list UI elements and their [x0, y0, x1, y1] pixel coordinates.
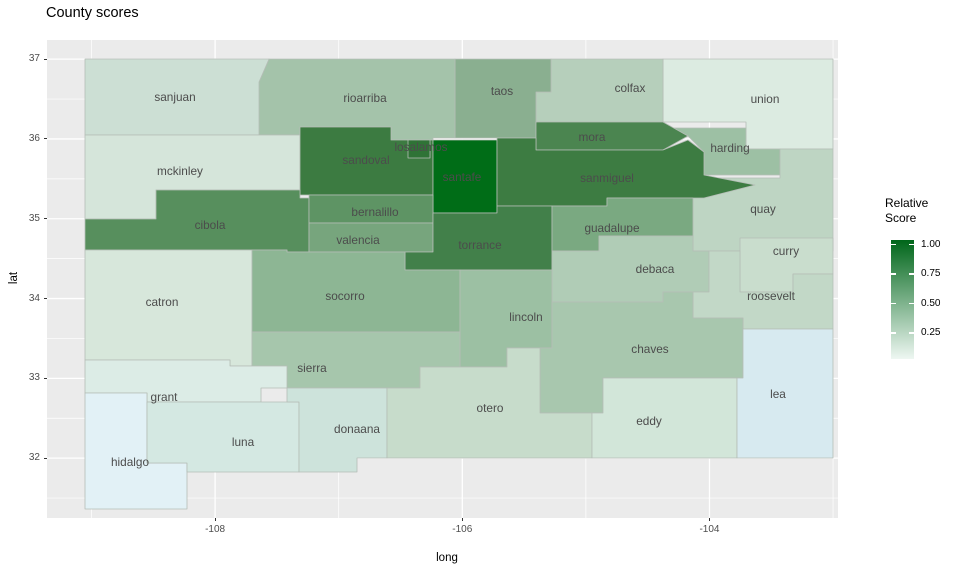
county-label-bernalillo: bernalillo: [351, 205, 399, 219]
y-tick-mark: [44, 218, 47, 220]
county-label-roosevelt: roosevelt: [747, 289, 796, 303]
y-tick-label: 35: [28, 212, 40, 224]
county-label-lincoln: lincoln: [509, 310, 542, 324]
county-label-mckinley: mckinley: [157, 164, 203, 178]
y-tick-mark: [44, 58, 47, 60]
county-label-santafe: santafe: [443, 170, 482, 184]
county-label-lea: lea: [770, 387, 786, 401]
y-tick-label: 34: [28, 292, 40, 304]
county-label-quay: quay: [750, 202, 776, 216]
county-label-cibola: cibola: [195, 218, 226, 232]
x-axis-title: long: [436, 552, 458, 564]
legend-title: Relative Score: [885, 196, 929, 225]
county-label-hidalgo: hidalgo: [111, 455, 149, 469]
county-label-harding: harding: [710, 141, 749, 155]
x-tick-label: -106: [452, 524, 473, 535]
county-label-sanmiguel: sanmiguel: [580, 171, 634, 185]
legend-tick-mark: [909, 332, 914, 334]
y-tick-mark: [44, 298, 47, 300]
county-label-mora: mora: [579, 130, 606, 144]
county-sanjuan: [84, 58, 270, 136]
legend-label: 1.00: [921, 238, 941, 250]
choropleth-map: union colfax taos rioarriba sanjuan mckinley h…: [47, 40, 838, 518]
x-tick-label: -108: [205, 524, 226, 535]
county-label-taos: taos: [491, 84, 513, 98]
county-label-colfax: colfax: [615, 81, 646, 95]
legend-tick-mark: [909, 243, 914, 246]
county-label-chaves: chaves: [631, 342, 668, 356]
county-luna: [146, 401, 300, 473]
county-label-socorro: socorro: [325, 289, 365, 303]
county-otero: [386, 347, 593, 459]
x-tick-label: -104: [699, 524, 720, 535]
county-label-otero: otero: [477, 401, 504, 415]
x-tick-mark: [214, 518, 216, 521]
county-label-sandoval: sandoval: [342, 153, 389, 167]
county-label-torrance: torrance: [458, 238, 502, 252]
county-label-eddy: eddy: [636, 414, 662, 428]
county-label-grant: grant: [151, 390, 179, 404]
county-label-sanjuan: sanjuan: [154, 90, 195, 104]
county-label-union: union: [751, 92, 780, 106]
legend-tick-mark: [891, 332, 896, 334]
county-label-sierra: sierra: [297, 361, 327, 375]
legend-label: 0.50: [921, 297, 941, 309]
y-tick-mark: [44, 138, 47, 140]
county-label-donaana: donaana: [334, 422, 380, 436]
y-tick-label: 36: [28, 132, 40, 144]
county-label-rioarriba: rioarriba: [343, 91, 387, 105]
county-label-losalamos: losalamos: [394, 140, 447, 154]
legend-tick-mark: [891, 273, 896, 275]
legend-tick-mark: [891, 302, 896, 305]
legend-gradient-bar: [891, 240, 914, 359]
y-tick-label: 37: [28, 53, 40, 65]
legend-tick-mark: [891, 243, 896, 246]
county-label-luna: luna: [232, 435, 255, 449]
legend-label: 0.75: [921, 268, 941, 280]
county-label-curry: curry: [773, 244, 799, 258]
county-label-catron: catron: [146, 295, 179, 309]
x-tick-mark: [461, 518, 463, 521]
y-tick-mark: [44, 457, 47, 459]
county-losalamos: [407, 139, 431, 159]
county-eddy: [591, 377, 738, 459]
legend: Relative Score 1.00 0.75 0.50 0.25: [885, 196, 960, 359]
county-label-guadalupe: guadalupe: [584, 221, 640, 235]
legend-label: 0.25: [921, 327, 941, 339]
county-mora: [535, 121, 689, 151]
county-lea: [736, 328, 834, 459]
y-tick-mark: [44, 377, 47, 379]
plot-panel: union colfax taos rioarriba sanjuan mckinley h…: [47, 40, 838, 518]
legend-tick-mark: [909, 273, 914, 275]
y-tick-label: 33: [28, 372, 40, 384]
y-axis-title: lat: [8, 271, 20, 285]
y-tick-label: 32: [28, 452, 40, 464]
county-label-valencia: valencia: [336, 233, 380, 247]
plot-title: County scores: [46, 5, 139, 21]
x-tick-mark: [708, 518, 710, 521]
legend-tick-mark: [909, 302, 914, 305]
county-label-debaca: debaca: [636, 262, 675, 276]
